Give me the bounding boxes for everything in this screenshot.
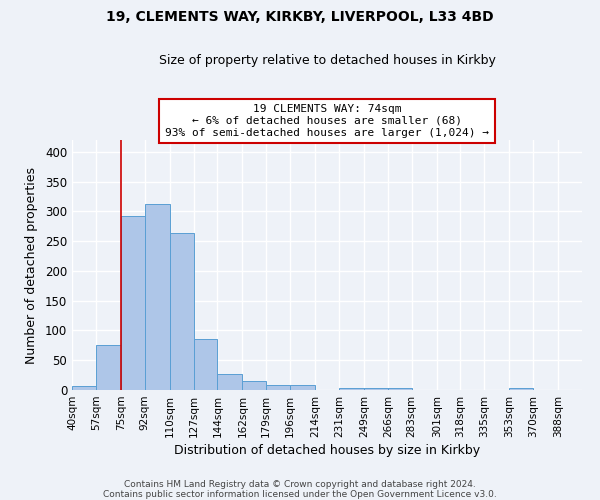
Bar (509, 388, 533, 390)
Bar (194, 340, 217, 390)
Bar (290, 385, 315, 390)
Bar (217, 374, 242, 390)
Bar (145, 204, 170, 390)
Bar (388, 388, 412, 390)
Bar (170, 234, 194, 390)
Bar (339, 388, 364, 390)
Bar (364, 388, 388, 390)
Y-axis label: Number of detached properties: Number of detached properties (25, 166, 38, 364)
Bar (96, 346, 121, 390)
Bar (121, 216, 145, 390)
Bar (242, 381, 266, 390)
Bar (266, 385, 290, 390)
Bar (72, 386, 96, 390)
Title: Size of property relative to detached houses in Kirkby: Size of property relative to detached ho… (158, 54, 496, 66)
Text: 19 CLEMENTS WAY: 74sqm
← 6% of detached houses are smaller (68)
93% of semi-deta: 19 CLEMENTS WAY: 74sqm ← 6% of detached … (165, 104, 489, 138)
Text: Contains HM Land Registry data © Crown copyright and database right 2024.: Contains HM Land Registry data © Crown c… (124, 480, 476, 489)
Text: 19, CLEMENTS WAY, KIRKBY, LIVERPOOL, L33 4BD: 19, CLEMENTS WAY, KIRKBY, LIVERPOOL, L33… (106, 10, 494, 24)
X-axis label: Distribution of detached houses by size in Kirkby: Distribution of detached houses by size … (174, 444, 480, 457)
Text: Contains public sector information licensed under the Open Government Licence v3: Contains public sector information licen… (103, 490, 497, 499)
